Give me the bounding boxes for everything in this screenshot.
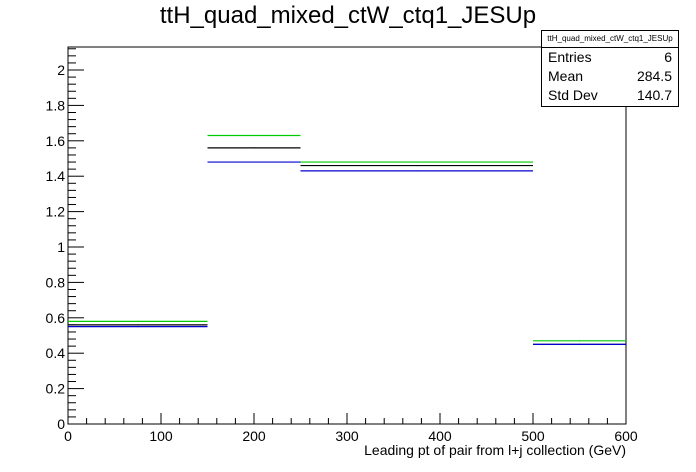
x-axis-label: Leading pt of pair from l+j collection (… [364, 442, 626, 458]
x-tick-label: 500 [521, 428, 545, 444]
stats-title: ttH_quad_mixed_ctW_ctq1_JESUp [542, 31, 678, 48]
stats-label: Entries [548, 49, 592, 65]
stats-value: 6 [664, 49, 672, 65]
y-tick-label: 1.8 [46, 97, 66, 113]
y-tick-label: 0.6 [46, 310, 66, 326]
x-tick-label: 400 [428, 428, 452, 444]
y-tick-label: 1 [57, 239, 65, 255]
stats-value: 140.7 [636, 87, 672, 103]
chart-title: ttH_quad_mixed_ctW_ctq1_JESUp [159, 2, 537, 29]
x-tick-label: 100 [149, 428, 173, 444]
y-tick-label: 0 [57, 416, 65, 432]
y-tick-label: 1.6 [46, 133, 66, 149]
stats-row-stddev: Std Dev 140.7 [542, 86, 678, 105]
y-tick-label: 0.2 [46, 381, 66, 397]
stats-box: ttH_quad_mixed_ctW_ctq1_JESUp Entries 6 … [541, 30, 679, 107]
y-tick-label: 0.8 [46, 274, 66, 290]
stats-label: Std Dev [548, 87, 598, 103]
stats-label: Mean [548, 68, 584, 84]
y-tick-label: 0.4 [46, 345, 66, 361]
y-tick-label: 1.2 [46, 204, 66, 220]
x-tick-label: 600 [614, 428, 638, 444]
y-tick-label: 1.4 [46, 168, 66, 184]
x-tick-label: 0 [64, 428, 72, 444]
stats-row-mean: Mean 284.5 [542, 67, 678, 86]
y-tick-label: 2 [57, 62, 65, 78]
x-tick-label: 200 [242, 428, 266, 444]
stats-row-entries: Entries 6 [542, 48, 678, 67]
stats-value: 284.5 [636, 68, 672, 84]
x-tick-label: 300 [335, 428, 359, 444]
